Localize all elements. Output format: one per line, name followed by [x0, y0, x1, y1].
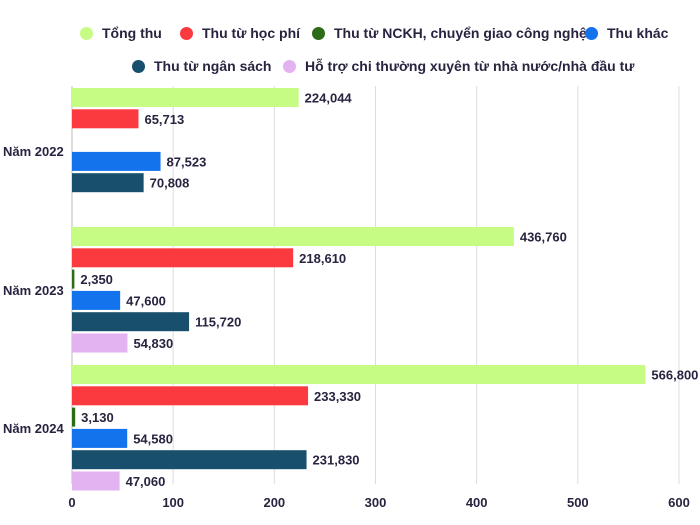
legend-label-thu-hoc-phi: Thu từ học phí: [202, 25, 301, 41]
bar: [72, 269, 75, 289]
data-label: 115,720: [195, 315, 241, 330]
data-label: 436,760: [520, 230, 567, 245]
data-label: 70,808: [150, 176, 190, 191]
legend-label-thu-ngan-sach: Thu từ ngân sách: [154, 58, 272, 74]
bar: [72, 386, 309, 406]
bar: [72, 248, 294, 268]
legend-label-ho-tro-chi: Hỗ trợ chi thường xuyên từ nhà nước/nhà …: [305, 58, 635, 74]
bar: [72, 365, 646, 384]
legend-item-thu-nckh: Thu từ NCKH, chuyển giao công nghệ: [312, 25, 587, 41]
bar: [72, 173, 144, 193]
data-label: 2,350: [80, 272, 113, 287]
legend-label-thu-nckh: Thu từ NCKH, chuyển giao công nghệ: [334, 25, 587, 41]
legend-swatch-ho-tro-chi: [283, 59, 296, 73]
data-label: 54,580: [133, 431, 173, 446]
data-label: 3,130: [81, 410, 114, 425]
legend-item-tong-thu: Tổng thu: [80, 25, 162, 41]
x-tick-label: 600: [668, 495, 690, 510]
bar: [72, 333, 128, 353]
data-label: 47,060: [126, 474, 166, 489]
data-label: 224,044: [305, 91, 353, 106]
x-tick-label: 0: [68, 495, 75, 510]
legend-swatch-thu-hoc-phi: [180, 26, 193, 40]
legend-item-thu-ngan-sach: Thu từ ngân sách: [132, 58, 271, 74]
category-label: Năm 2023: [3, 283, 64, 298]
bar: [72, 450, 307, 470]
data-label: 65,713: [144, 112, 184, 127]
legend-swatch-tong-thu: [80, 26, 93, 40]
category-label: Năm 2022: [3, 144, 64, 159]
legend-label-thu-khac: Thu khác: [607, 25, 669, 41]
data-label: 566,800: [651, 368, 698, 383]
bar: [72, 88, 299, 107]
category-label: Năm 2024: [3, 421, 64, 436]
legend-swatch-thu-nckh: [312, 26, 325, 40]
data-label: 47,600: [126, 293, 166, 308]
x-tick-label: 400: [466, 495, 488, 510]
bar: [72, 428, 128, 448]
legend-swatch-thu-ngan-sach: [132, 59, 145, 73]
legend-swatch-thu-khac: [585, 26, 598, 40]
data-label: 231,830: [313, 453, 360, 468]
data-label: 54,830: [133, 336, 173, 351]
legend-label-tong-thu: Tổng thu: [102, 25, 162, 41]
bar: [72, 407, 76, 427]
legend-item-ho-tro-chi: Hỗ trợ chi thường xuyên từ nhà nước/nhà …: [283, 58, 634, 74]
legend-item-thu-hoc-phi: Thu từ học phí: [180, 25, 300, 41]
data-label: 233,330: [314, 389, 361, 404]
bar: [72, 109, 139, 129]
x-tick-label: 200: [263, 495, 285, 510]
data-label: 87,523: [167, 154, 207, 169]
x-tick-label: 500: [567, 495, 589, 510]
bar: [72, 290, 121, 310]
legend-item-thu-khac: Thu khác: [585, 25, 668, 41]
x-tick-label: 300: [365, 495, 387, 510]
bar: [72, 471, 120, 491]
x-tick-label: 100: [162, 495, 184, 510]
bar: [72, 227, 514, 246]
data-label: 218,610: [299, 251, 346, 266]
bar: [72, 151, 161, 171]
bar: [72, 312, 190, 332]
